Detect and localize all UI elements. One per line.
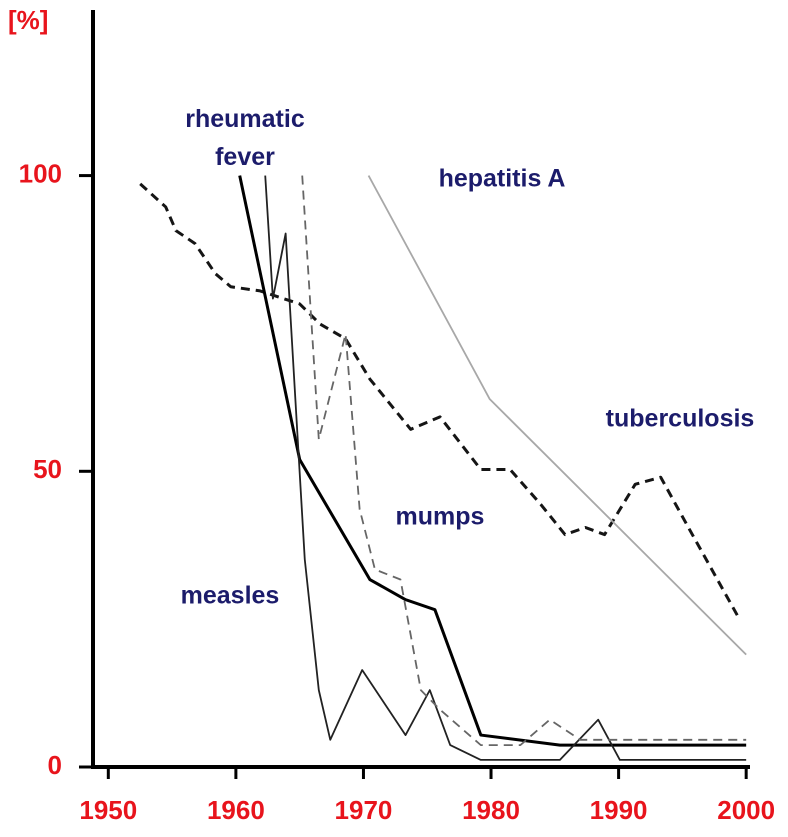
- series-annotation: hepatitis A: [439, 165, 566, 193]
- series-annotation: measles: [181, 582, 280, 610]
- series-annotation: mumps: [396, 503, 485, 531]
- annotation-line: rheumatic: [185, 105, 305, 133]
- line-series: [139, 182, 742, 621]
- y-tick-label: 100: [19, 158, 62, 188]
- y-axis-label: [%]: [8, 5, 48, 35]
- line-series: [301, 175, 747, 747]
- line-series: [238, 175, 747, 747]
- x-tick-label: 1970: [335, 795, 393, 825]
- x-tick-label: 1990: [590, 795, 648, 825]
- x-tick-label: 1960: [207, 795, 265, 825]
- series-annotation: tuberculosis: [606, 405, 755, 433]
- x-tick-label: 2000: [717, 795, 775, 825]
- series-annotation: rheumatic fever: [185, 105, 305, 171]
- y-tick-label: 0: [48, 750, 62, 780]
- line-series: [264, 175, 747, 761]
- x-tick-label: 1980: [462, 795, 520, 825]
- y-tick-label: 50: [33, 454, 62, 484]
- line-series: [367, 175, 747, 656]
- x-tick-label: 1950: [79, 795, 137, 825]
- annotation-line: fever: [215, 143, 275, 171]
